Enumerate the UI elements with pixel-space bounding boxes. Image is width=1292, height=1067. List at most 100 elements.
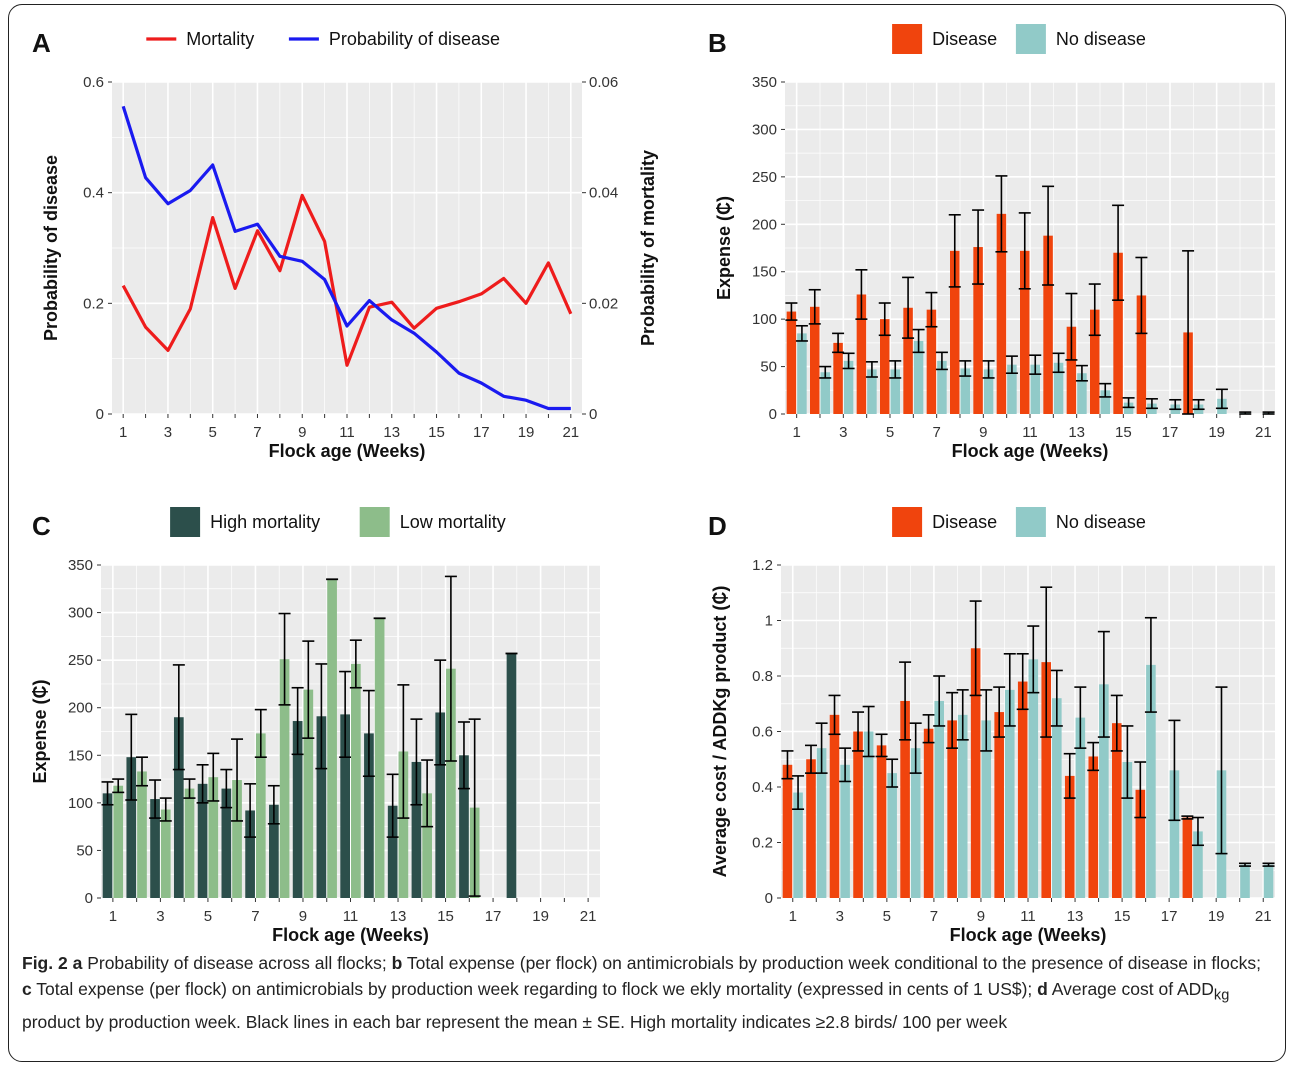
x-tick-label: 11	[343, 908, 359, 925]
x-tick-label: 9	[979, 424, 987, 441]
legend-item: Mortality	[146, 29, 254, 49]
legend-label: Low mortality	[400, 512, 506, 532]
bar-b	[398, 751, 409, 898]
x-tick-label: 17	[1162, 424, 1179, 441]
bar-b	[863, 731, 874, 898]
bar-a	[411, 761, 422, 898]
y-right-tick-label: 0	[589, 406, 597, 423]
bar-b	[843, 360, 854, 414]
x-axis-title: Flock age (Weeks)	[950, 925, 1107, 945]
y-tick-label: 50	[760, 359, 777, 376]
bar-b	[1123, 402, 1134, 414]
bar-a	[903, 307, 913, 414]
x-tick-label: 15	[428, 424, 445, 441]
bar-a	[1043, 235, 1053, 414]
legend-key	[892, 507, 923, 537]
bar-a	[970, 648, 981, 898]
y-tick-label: 0.8	[752, 668, 773, 685]
bar-b	[1193, 831, 1203, 898]
panel-letter: B	[708, 28, 727, 58]
legend-item: High mortality	[170, 507, 320, 537]
bar-a	[340, 714, 350, 898]
bar-a	[245, 810, 255, 898]
y-tick-label: 100	[752, 311, 777, 328]
bar-b	[1052, 698, 1062, 898]
y-tick-label: 1	[765, 613, 773, 630]
x-tick-label: 15	[1115, 424, 1132, 441]
x-tick-label: 5	[204, 908, 212, 925]
x-tick-label: 7	[932, 424, 940, 441]
x-tick-label: 5	[886, 424, 894, 441]
y-right-tick-label: 0.04	[589, 185, 618, 202]
chart-panel-d: D00.20.40.60.811.21 3 5 7 9 11 13 15 17 19 21Flock…	[708, 507, 1275, 945]
bar-a	[923, 728, 934, 898]
legend-item: Low mortality	[359, 507, 506, 537]
y-tick-label: 0.4	[752, 779, 773, 796]
legend-key	[892, 24, 923, 54]
bar-b	[160, 809, 171, 898]
bar-b	[797, 333, 807, 414]
bar-a	[856, 294, 867, 414]
y-tick-label: 200	[68, 700, 93, 717]
caption-fig-label: Fig. 2	[22, 953, 68, 973]
x-tick-label: 21	[580, 908, 597, 925]
bar-a	[950, 250, 960, 414]
legend-item: Probability of disease	[288, 29, 500, 49]
legend: High mortality Low mortality	[170, 507, 506, 537]
bar-a	[1135, 789, 1146, 898]
x-axis-title: Flock age (Weeks)	[272, 925, 429, 945]
y-tick-label: 350	[68, 557, 93, 574]
y-tick-label: 0.4	[83, 185, 104, 202]
bar-a	[973, 247, 983, 414]
bar-a	[269, 804, 279, 898]
x-tick-label: 3	[164, 424, 172, 441]
bar-a	[173, 717, 184, 898]
y-tick-label: 1.2	[752, 557, 773, 574]
legend-key	[170, 507, 201, 537]
bar-a	[292, 721, 303, 898]
bar-b	[1169, 770, 1180, 898]
bar-a	[387, 805, 398, 898]
y-axis-title: Expense (₵)	[30, 679, 50, 783]
x-tick-label: 21	[1255, 424, 1272, 441]
bar-a	[876, 745, 887, 898]
x-tick-label: 19	[518, 424, 535, 441]
x-tick-label: 11	[1022, 424, 1038, 441]
bar-a	[810, 306, 820, 414]
series-line-mortality	[121, 193, 573, 367]
legend-label: High mortality	[210, 512, 320, 532]
bar-a	[1041, 662, 1052, 898]
bar-a	[1090, 309, 1100, 414]
caption-b-label: b	[391, 953, 403, 973]
legend-label: Probability of disease	[329, 29, 500, 49]
caption-d-text-2: product by production week. Black lines …	[22, 1011, 1008, 1032]
bar-b	[208, 777, 219, 898]
bar-b	[913, 340, 924, 414]
y-tick-label: 100	[68, 795, 93, 812]
bar-a	[1088, 756, 1099, 898]
bar-a	[364, 733, 374, 898]
bar-b	[255, 733, 266, 898]
bar-b	[793, 792, 803, 898]
bar-a	[102, 793, 113, 898]
bar-a	[996, 213, 1007, 414]
bar-a	[1136, 295, 1147, 414]
x-tick-label: 13	[1068, 424, 1085, 441]
bar-b	[1263, 864, 1274, 898]
y-tick-label: 0.6	[752, 724, 773, 741]
x-tick-label: 13	[1067, 908, 1084, 925]
y-right-tick-label: 0.02	[589, 295, 618, 312]
y-axis-title: Expense (₵)	[714, 196, 734, 300]
x-tick-label: 17	[485, 908, 502, 925]
caption-b-text: Total expense (per flock) on antimicrobi…	[406, 953, 1261, 973]
bar-a	[150, 799, 160, 898]
bar-a	[1017, 681, 1028, 898]
caption-d-label: d	[1037, 979, 1048, 999]
y-tick-label: 250	[68, 652, 93, 669]
bar-b	[1240, 864, 1250, 898]
bar-b	[351, 663, 361, 898]
bar-b	[422, 793, 432, 898]
x-axis-title: Flock age (Weeks)	[269, 441, 426, 461]
bar-a	[506, 653, 517, 898]
bar-b	[1053, 362, 1064, 414]
